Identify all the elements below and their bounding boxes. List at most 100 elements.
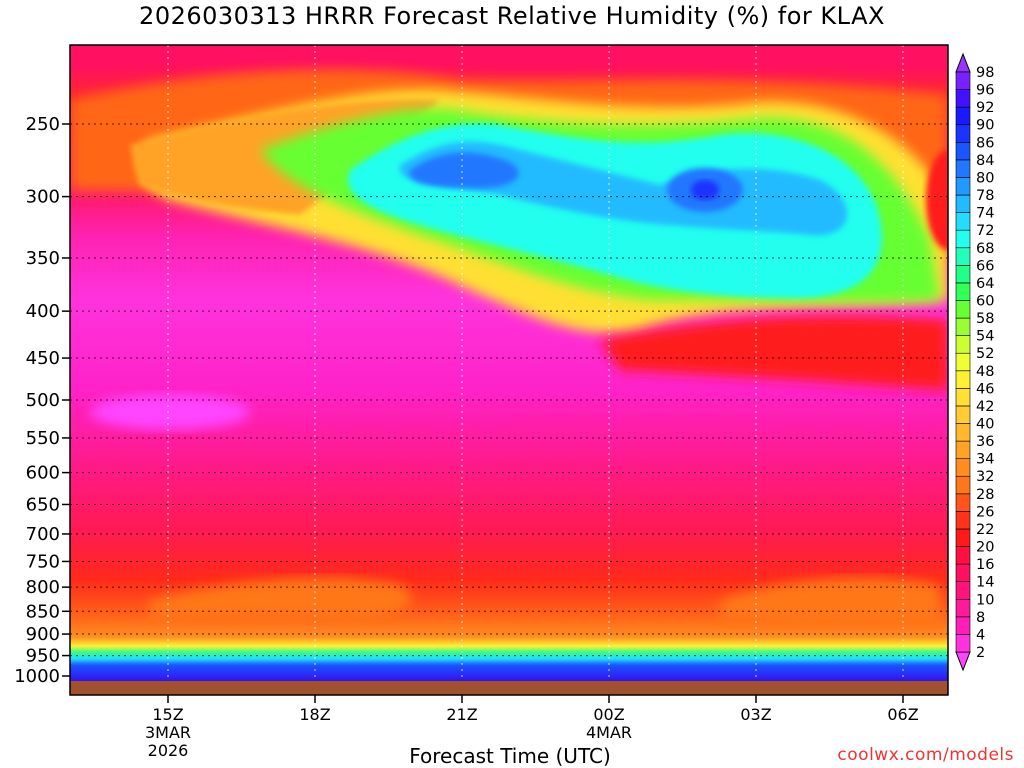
x-tick-label-15Z-0: 15Z bbox=[152, 705, 183, 724]
colorbar-label-14: 14 bbox=[976, 575, 994, 591]
colorbar-swatch-34-36 bbox=[955, 440, 971, 459]
colorbar-label-92: 92 bbox=[976, 100, 994, 116]
colorbar-label-20: 20 bbox=[976, 540, 994, 556]
colorbar-swatch-80-84 bbox=[955, 159, 971, 178]
colorbar-label-40: 40 bbox=[976, 417, 994, 433]
x-tick-label-00Z-0: 00Z bbox=[593, 705, 624, 724]
colorbar-label-2: 2 bbox=[976, 645, 985, 661]
y-tick-label-850: 850 bbox=[26, 601, 60, 622]
colorbar-label-28: 28 bbox=[976, 487, 994, 503]
colorbar-swatch-60-64 bbox=[955, 282, 971, 301]
chart-title: 2026030313 HRRR Forecast Relative Humidi… bbox=[139, 2, 885, 30]
x-tick-label-15Z-1: 3MAR bbox=[145, 723, 191, 742]
y-tick-label-350: 350 bbox=[26, 248, 60, 269]
colorbar-swatch-86-90 bbox=[955, 124, 971, 143]
colorbar-swatch-14-16 bbox=[955, 563, 971, 582]
colorbar-swatch-26-28 bbox=[955, 493, 971, 512]
colorbar-label-74: 74 bbox=[976, 206, 994, 222]
rh-field-lower-orange-left bbox=[150, 577, 412, 621]
rh-field-mid-right-dry-red bbox=[600, 316, 948, 390]
colorbar-label-10: 10 bbox=[976, 592, 994, 608]
colorbar-swatch-40-42 bbox=[955, 405, 971, 424]
colorbar-label-42: 42 bbox=[976, 399, 994, 415]
y-tick-label-250: 250 bbox=[26, 114, 60, 135]
colorbar-swatch-72-74 bbox=[955, 212, 971, 231]
rh-field-lower-orange-right bbox=[720, 577, 940, 625]
colorbar-swatch-90-92 bbox=[955, 106, 971, 126]
colorbar-swatch-66-68 bbox=[955, 247, 971, 266]
colorbar-swatch-2-4 bbox=[955, 634, 971, 653]
colorbar-label-84: 84 bbox=[976, 153, 994, 169]
colorbar-swatch-84-86 bbox=[955, 142, 971, 161]
rh-field-moist-core-blue bbox=[409, 152, 519, 188]
colorbar-swatch-22-26 bbox=[955, 511, 971, 530]
colorbar-swatch-74-78 bbox=[955, 194, 971, 213]
colorbar-swatch-4-8 bbox=[955, 616, 971, 635]
colorbar-swatch-8-10 bbox=[955, 598, 971, 618]
pressure-gridlines bbox=[70, 123, 948, 657]
x-axis-label: Forecast Time (UTC) bbox=[409, 744, 611, 768]
colorbar-label-46: 46 bbox=[976, 381, 994, 397]
colorbar-label-60: 60 bbox=[976, 293, 994, 309]
colorbar-label-68: 68 bbox=[976, 241, 994, 257]
rh-field-max-humidity-center bbox=[691, 180, 719, 200]
colorbar-swatch-10-14 bbox=[955, 581, 971, 600]
colorbar-label-32: 32 bbox=[976, 469, 994, 485]
x-tick-label-06Z-0: 06Z bbox=[887, 705, 918, 724]
colorbar-swatch-16-20 bbox=[955, 546, 971, 565]
colorbar-label-98: 98 bbox=[976, 65, 994, 81]
colorbar-label-64: 64 bbox=[976, 276, 994, 292]
colorbar-swatch-78-80 bbox=[955, 177, 971, 196]
colorbar-swatch-28-32 bbox=[955, 475, 971, 495]
plot-frame bbox=[69, 44, 949, 696]
y-tick-label-950: 950 bbox=[26, 646, 60, 667]
colorbar-swatch-92-96 bbox=[955, 89, 971, 108]
y-tick-label-500: 500 bbox=[26, 390, 60, 411]
colorbar-swatch-42-46 bbox=[955, 388, 971, 407]
y-tick-label-450: 450 bbox=[26, 348, 60, 369]
y-tick-label-750: 750 bbox=[26, 551, 60, 572]
colorbar-swatch-64-66 bbox=[955, 265, 971, 284]
colorbar-label-34: 34 bbox=[976, 452, 994, 468]
colorbar-swatch-96-98 bbox=[955, 71, 971, 90]
colorbar-label-26: 26 bbox=[976, 504, 994, 520]
colorbar-label-16: 16 bbox=[976, 557, 994, 573]
colorbar-label-4: 4 bbox=[976, 627, 985, 643]
colorbar-swatch-58-60 bbox=[955, 300, 971, 319]
colorbar-label-58: 58 bbox=[976, 311, 994, 327]
colorbar-label-66: 66 bbox=[976, 258, 994, 274]
colorbar-swatch-46-48 bbox=[955, 370, 971, 389]
colorbar-bottom-arrow bbox=[955, 651, 971, 672]
y-axis: 2503003504004505005506006507007508008509… bbox=[14, 114, 70, 687]
colorbar-swatch-68-72 bbox=[955, 229, 971, 249]
colorbar-label-36: 36 bbox=[976, 434, 994, 450]
surface-ground-strip bbox=[70, 681, 948, 695]
colorbar-swatch-48-52 bbox=[955, 352, 971, 372]
y-tick-label-900: 900 bbox=[26, 624, 60, 645]
y-tick-label-1000: 1000 bbox=[14, 666, 60, 687]
y-tick-label-800: 800 bbox=[26, 577, 60, 598]
x-tick-label-00Z-1: 4MAR bbox=[586, 723, 632, 742]
x-tick-label-03Z-0: 03Z bbox=[740, 705, 771, 724]
plot-area bbox=[70, 45, 948, 681]
time-gridlines bbox=[167, 45, 904, 681]
colorbar-label-8: 8 bbox=[976, 610, 985, 626]
colorbar-label-22: 22 bbox=[976, 522, 994, 538]
colorbar-swatch-20-22 bbox=[955, 528, 971, 547]
rh-field-driest-pocket bbox=[90, 394, 250, 430]
rh-field-upper-right-dry-core bbox=[926, 150, 948, 250]
colorbar-label-80: 80 bbox=[976, 170, 994, 186]
colorbar-label-86: 86 bbox=[976, 135, 994, 151]
x-tick-label-15Z-2: 2026 bbox=[148, 741, 189, 760]
y-tick-label-600: 600 bbox=[26, 463, 60, 484]
x-tick-label-21Z-0: 21Z bbox=[446, 705, 477, 724]
y-tick-label-650: 650 bbox=[26, 494, 60, 515]
colorbar-swatch-54-58 bbox=[955, 317, 971, 336]
colorbar-swatch-52-54 bbox=[955, 335, 971, 354]
x-tick-label-18Z-0: 18Z bbox=[299, 705, 330, 724]
colorbar-label-72: 72 bbox=[976, 223, 994, 239]
y-tick-label-700: 700 bbox=[26, 524, 60, 545]
colorbar-label-52: 52 bbox=[976, 346, 994, 362]
